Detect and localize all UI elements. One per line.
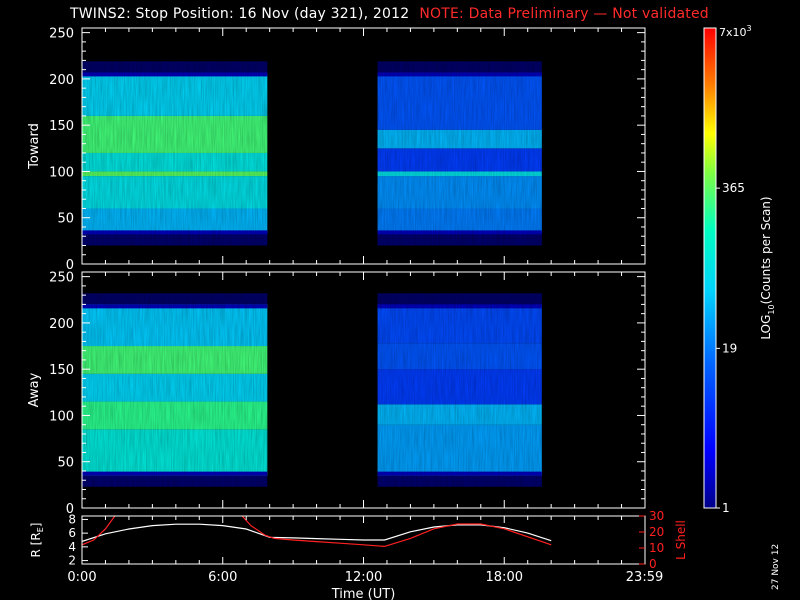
heatmap-band <box>377 304 542 344</box>
y-tick-label: 50 <box>57 456 74 471</box>
y-tick-label: 250 <box>49 27 74 42</box>
left-tick-label: 8 <box>68 512 76 526</box>
left-axis-label: R [RE] <box>29 523 45 558</box>
heatmap-fringe-top <box>82 293 268 305</box>
heatmap-edge-bottom <box>377 471 542 476</box>
x-tick-label: 18:00 <box>486 570 523 585</box>
heatmap-fringe-top <box>377 61 542 73</box>
y-tick-label: 100 <box>49 409 74 424</box>
right-tick-label: 0 <box>649 557 657 571</box>
heatmap-band <box>377 148 542 172</box>
series-l-shell <box>241 516 275 539</box>
right-axis-label: L Shell <box>674 520 688 560</box>
heatmap-fringe-top <box>377 293 542 305</box>
chart-title: TWINS2: Stop Position: 16 Nov (day 321),… <box>70 6 709 22</box>
y-tick-label: 250 <box>49 271 74 286</box>
heatmap-band <box>82 304 268 347</box>
orbit-lines <box>82 516 552 548</box>
colorbar-label-rest: (Counts per Scan) <box>759 196 773 304</box>
colorbar-max-label: 7x103 <box>719 24 752 39</box>
x-tick-label: 12:00 <box>345 570 382 585</box>
heatmap-edge-bottom <box>377 230 542 235</box>
panel-toward: 0 50 100 150 200 250 Toward <box>27 27 646 273</box>
colorbar-label-subscript: 10 <box>767 304 776 314</box>
heatmap-edge-bottom <box>82 471 268 476</box>
heatmap-band <box>377 171 542 177</box>
right-tick-label: 30 <box>649 509 664 523</box>
panels-layer: 0 50 100 150 200 250 Toward 0 50 100 150 200 250 Away <box>27 27 646 517</box>
heatmap-band <box>82 401 268 430</box>
series-l-shell <box>274 523 552 548</box>
panel-ylabel: Toward <box>27 123 42 170</box>
heatmap-band <box>82 208 268 234</box>
heatmap-band <box>377 208 542 234</box>
x-tick-label: 0:00 <box>67 570 96 585</box>
heatmap-band <box>82 176 268 209</box>
heatmap-band <box>377 129 542 149</box>
colorbar-tick-label: 365 <box>722 181 745 195</box>
heatmap-edge-bottom <box>82 230 268 235</box>
y-tick-label: 50 <box>57 212 74 227</box>
heatmap-fringe-bottom <box>82 475 268 487</box>
title-text: TWINS2: Stop Position: 16 Nov (day 321),… <box>70 6 410 22</box>
right-tick-label: 10 <box>649 541 664 555</box>
heatmap-edge-top <box>82 304 268 309</box>
x-axis-label: Time (UT) <box>331 587 396 600</box>
heatmap-band <box>82 115 268 153</box>
x-tick-label: 23:59 <box>626 570 663 585</box>
heatmap-data <box>82 61 542 246</box>
series-r <box>82 523 552 542</box>
panel-away: 0 50 100 150 200 250 Away <box>27 271 646 517</box>
heatmap-band <box>82 152 268 172</box>
date-stamp: 27 Nov 12 <box>771 543 781 590</box>
panel-ylabel: Away <box>27 372 42 407</box>
heatmap-band <box>82 74 268 116</box>
left-tick-label: 2 <box>68 554 76 568</box>
heatmap-data <box>82 293 542 487</box>
y-tick-label: 0 <box>66 258 74 273</box>
left-axis-subscript: E <box>36 527 45 532</box>
heatmap-edge-top <box>377 304 542 309</box>
heatmap-band <box>82 171 268 177</box>
colorbar-tick-label: 1 <box>722 501 730 515</box>
heatmap-fringe-top <box>82 61 268 73</box>
colorbar: 1 19 365 7x103 LOG10(Counts per Scan) <box>703 24 776 515</box>
preliminary-note: NOTE: Data Preliminary — Not validated <box>419 6 709 22</box>
heatmap-fringe-bottom <box>377 475 542 487</box>
heatmap-band <box>377 176 542 209</box>
heatmap-edge-top <box>377 72 542 77</box>
left-axis-label-rest: ] <box>29 523 43 528</box>
y-tick-label: 200 <box>49 317 74 332</box>
colorbar-label: LOG10(Counts per Scan) <box>759 196 776 339</box>
heatmap-fringe-bottom <box>377 234 542 246</box>
heatmap-band <box>377 369 542 405</box>
heatmap-band <box>82 373 268 402</box>
y-tick-label: 150 <box>49 119 74 134</box>
heatmap-band <box>377 424 542 476</box>
heatmap-band <box>377 343 542 370</box>
colorbar-tick-label: 19 <box>722 341 737 355</box>
y-tick-label: 150 <box>49 363 74 378</box>
right-tick-label: 20 <box>649 525 664 539</box>
left-tick-label: 6 <box>68 526 76 540</box>
y-tick-label: 100 <box>49 165 74 180</box>
colorbar-max-exponent: 3 <box>747 24 752 33</box>
x-tick-label: 6:00 <box>208 570 237 585</box>
heatmap-band <box>377 404 542 425</box>
y-tick-label: 200 <box>49 73 74 88</box>
heatmap-fringe-bottom <box>82 234 268 246</box>
heatmap-edge-top <box>82 72 268 77</box>
heatmap-band <box>82 346 268 374</box>
series-l-shell <box>82 516 116 546</box>
y-tick-label: 0 <box>66 502 74 517</box>
colorbar-bar <box>703 27 717 509</box>
heatmap-band <box>82 429 268 476</box>
left-tick-label: 4 <box>68 540 76 554</box>
heatmap-band <box>377 74 542 130</box>
